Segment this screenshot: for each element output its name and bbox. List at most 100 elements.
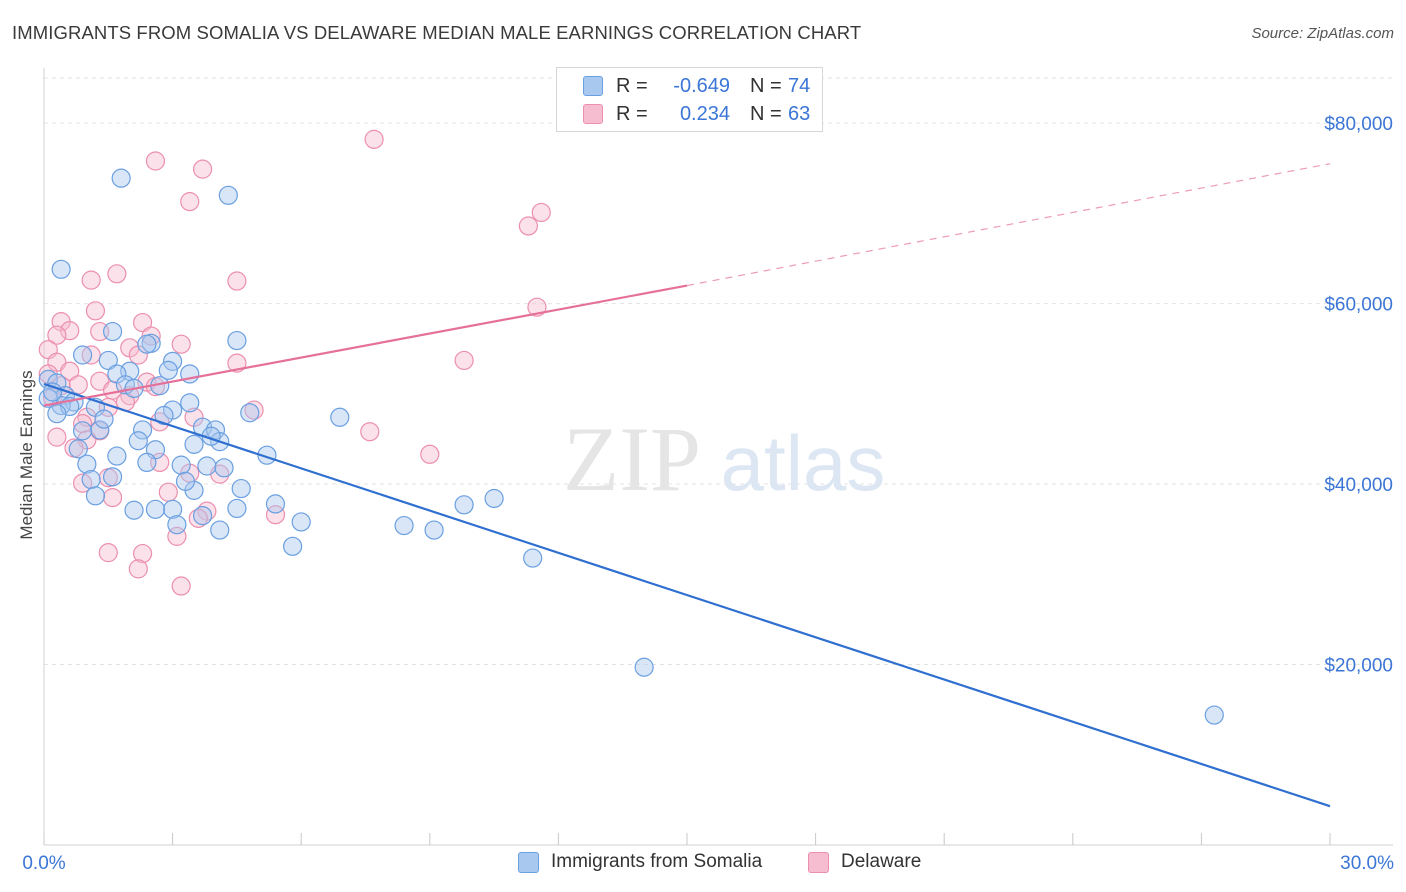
somalia-point <box>85 486 106 506</box>
legend-swatch-blue <box>583 76 603 96</box>
watermark-zip: ZIP <box>563 408 701 510</box>
delaware-trend-line <box>43 284 688 407</box>
tick-labels: $20,000 $40,000 $60,000 $80,000 0.0% 30.0% <box>22 114 1394 874</box>
somalia-point <box>180 393 200 413</box>
x-tick-label-max: 30.0% <box>1340 853 1394 874</box>
grid-lines <box>44 77 1393 666</box>
somalia-trend-line <box>43 382 1331 808</box>
somalia-point <box>283 536 303 556</box>
watermark: ZIP atlas <box>563 408 885 510</box>
somalia-point <box>163 351 183 371</box>
somalia-point <box>634 657 654 677</box>
delaware-point <box>102 487 123 508</box>
delaware-point <box>60 321 80 341</box>
somalia-point <box>98 350 118 371</box>
bottom-legend-label-delaware: Delaware <box>841 851 922 872</box>
y-tick-label: $80,000 <box>1324 114 1393 135</box>
delaware-point <box>158 482 178 502</box>
somalia-point <box>231 478 251 499</box>
delaware-point <box>107 264 127 284</box>
delaware-point <box>47 427 67 447</box>
somalia-point <box>107 446 127 466</box>
somalia-point <box>102 321 123 342</box>
delaware-point <box>98 543 118 563</box>
somalia-point <box>167 515 187 535</box>
somalia-point <box>394 515 414 536</box>
legend-row-somalia: R = -0.649 N = 74 <box>583 73 810 99</box>
somalia-point <box>484 488 504 509</box>
legend-r-value: -0.649 <box>673 74 730 97</box>
delaware-point <box>85 301 106 321</box>
somalia-point <box>137 452 157 473</box>
delaware-point <box>171 334 191 354</box>
somalia-point <box>240 403 260 423</box>
somalia-point <box>124 500 144 520</box>
delaware-point <box>145 151 166 171</box>
somalia-point <box>163 499 183 519</box>
somalia-point <box>424 520 444 540</box>
bottom-legend-swatch-blue <box>518 851 539 873</box>
somalia-point <box>154 405 174 426</box>
somalia-point <box>193 506 213 526</box>
legend-n-label: N = <box>750 74 782 97</box>
somalia-point <box>218 185 238 205</box>
somalia-point <box>158 360 178 380</box>
somalia-point <box>68 439 88 459</box>
legend-n-value: 74 <box>788 74 811 97</box>
somalia-point <box>145 499 166 519</box>
axes <box>43 68 1393 846</box>
somalia-point <box>1204 705 1224 725</box>
somalia-point <box>523 548 543 568</box>
delaware-point <box>81 270 101 290</box>
delaware-point <box>454 350 474 371</box>
somalia-point <box>291 512 311 532</box>
delaware-point <box>171 576 191 596</box>
somalia-point <box>81 469 101 490</box>
x-tick-label-min: 0.0% <box>22 853 65 874</box>
delaware-point <box>132 312 153 333</box>
somalia-point <box>128 431 148 451</box>
delaware-point <box>360 422 380 442</box>
stats-legend: R = -0.649 N = 74 R = 0.234 N = 63 <box>556 67 823 132</box>
bottom-legend-label-somalia: Immigrants from Somalia <box>551 851 763 872</box>
delaware-point <box>132 543 153 564</box>
somalia-points <box>38 168 1224 725</box>
somalia-point <box>102 467 123 487</box>
delaware-point <box>518 216 538 236</box>
delaware-point <box>193 159 213 179</box>
somalia-point <box>77 454 97 474</box>
delaware-point <box>128 559 148 579</box>
delaware-point <box>72 414 93 434</box>
somalia-point <box>90 420 110 440</box>
somalia-point <box>197 456 217 476</box>
delaware-trend-extension <box>686 163 1331 287</box>
delaware-point <box>265 505 286 525</box>
watermark-atlas: atlas <box>721 419 886 507</box>
legend-n-value: 63 <box>788 102 811 125</box>
somalia-point <box>330 407 350 427</box>
somalia-point <box>137 334 157 354</box>
source-label: Source: ZipAtlas.com <box>1251 25 1394 42</box>
somalia-point <box>111 168 131 188</box>
somalia-point <box>214 458 234 478</box>
somalia-point <box>171 455 191 475</box>
somalia-point <box>47 404 67 424</box>
delaware-point <box>60 361 80 381</box>
delaware-point <box>180 192 200 212</box>
delaware-point <box>531 202 551 223</box>
y-axis-label: Median Male Earnings <box>17 370 36 539</box>
y-tick-label: $40,000 <box>1324 475 1393 496</box>
legend-n-label: N = <box>750 102 782 125</box>
somalia-point <box>94 409 114 429</box>
bottom-legend-delaware: Delaware <box>808 851 921 873</box>
legend-r-label: R = <box>616 102 648 125</box>
delaware-point <box>47 325 67 345</box>
delaware-point <box>420 444 440 464</box>
legend-r-label: R = <box>616 74 648 97</box>
y-tick-label: $20,000 <box>1324 656 1393 677</box>
delaware-point <box>364 129 384 149</box>
somalia-point <box>72 421 93 441</box>
bottom-legend-somalia: Immigrants from Somalia <box>518 851 762 873</box>
somalia-point <box>227 330 247 351</box>
